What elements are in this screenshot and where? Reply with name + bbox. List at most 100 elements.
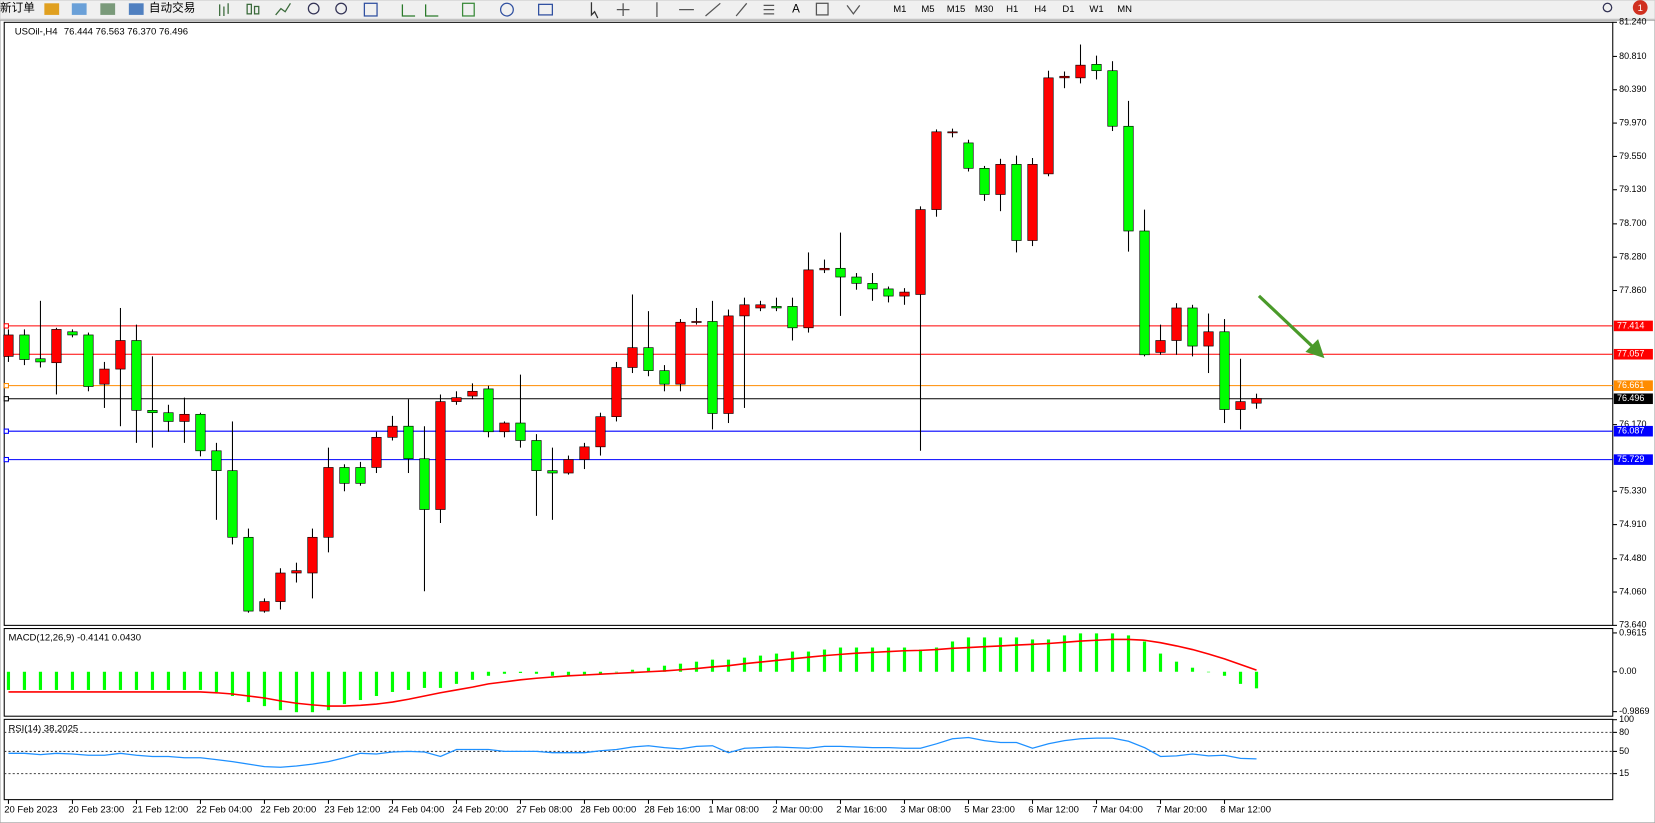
- candle-body: [675, 321, 686, 385]
- x-tick-label: 3 Mar 08:00: [900, 805, 951, 816]
- y-tick-label: 74.480: [1619, 553, 1646, 563]
- level-handle: [3, 456, 9, 463]
- candle-icon[interactable]: [253, 5, 260, 15]
- indicators-icon[interactable]: [461, 2, 475, 17]
- notification-badge[interactable]: [1632, 0, 1648, 15]
- candle-body: [435, 401, 446, 510]
- candle-body: [1235, 401, 1246, 410]
- auto-trade-icon[interactable]: [128, 3, 144, 15]
- level-label-box: [1613, 320, 1653, 332]
- y-tick-label: 74.910: [1619, 519, 1646, 529]
- macd-bar: [182, 671, 187, 690]
- macd-bar: [838, 647, 843, 672]
- new-order-button[interactable]: 新订单: [0, 1, 35, 15]
- cursor-icon[interactable]: [590, 2, 599, 19]
- text-tool[interactable]: A: [792, 3, 800, 16]
- macd-bar: [342, 671, 347, 705]
- macd-bar: [486, 671, 491, 676]
- x-tick-label: 24 Feb 20:00: [452, 805, 508, 816]
- line-chart-icon[interactable]: [275, 2, 291, 16]
- macd-bar: [822, 649, 827, 672]
- timeframe-button[interactable]: M15: [947, 4, 965, 15]
- candle-body: [691, 321, 702, 323]
- candle-body: [739, 304, 750, 317]
- arrow-tool[interactable]: [846, 5, 861, 15]
- toolbar-icon[interactable]: [71, 3, 87, 15]
- annotation-arrow: [1257, 294, 1320, 353]
- level-label: 76.661: [1617, 380, 1644, 390]
- candle-body: [307, 536, 318, 574]
- toolbar-icon[interactable]: [44, 3, 60, 15]
- candle-body: [1091, 64, 1102, 72]
- candle-body: [195, 413, 206, 452]
- x-tick-label: 6 Mar 12:00: [1028, 805, 1079, 816]
- macd-bar: [950, 641, 955, 672]
- candle-body: [771, 306, 782, 309]
- timeframe-button[interactable]: M5: [921, 4, 934, 15]
- scroll-icon[interactable]: [401, 4, 439, 17]
- candle-body: [723, 315, 734, 414]
- candle-body: [931, 131, 942, 210]
- toolbar-icon[interactable]: [100, 3, 116, 15]
- level-handle: [3, 323, 9, 329]
- macd-bar: [310, 671, 315, 713]
- x-tick-label: 20 Feb 2023: [4, 805, 57, 816]
- macd-bar: [214, 671, 219, 692]
- candle-body: [995, 164, 1006, 195]
- candle-body: [1043, 77, 1054, 175]
- tile-icon[interactable]: [363, 2, 378, 17]
- macd-bar: [1158, 653, 1163, 672]
- candle-body: [659, 370, 670, 385]
- auto-trade-button[interactable]: 自动交易: [149, 1, 195, 15]
- candle-body: [787, 306, 798, 329]
- candle-body: [963, 142, 974, 169]
- candle-body: [947, 131, 958, 134]
- timeframe-button[interactable]: M30: [975, 4, 993, 15]
- y-tick-label: 15: [1619, 768, 1629, 778]
- timeframe-button[interactable]: MN: [1117, 4, 1132, 15]
- drawing-tools[interactable]: [616, 2, 775, 18]
- candle-body: [323, 467, 334, 538]
- candle-body: [371, 436, 382, 468]
- label-tool[interactable]: [815, 2, 829, 16]
- timeframe-button[interactable]: H4: [1034, 4, 1046, 15]
- x-tick-label: 24 Feb 04:00: [388, 805, 444, 816]
- candle-icon[interactable]: [246, 3, 252, 15]
- timeframe-button[interactable]: H1: [1006, 4, 1018, 15]
- timeframe-button[interactable]: W1: [1089, 4, 1103, 15]
- y-tick-label: 76.170: [1619, 419, 1646, 429]
- candle-body: [579, 446, 590, 460]
- macd-bar: [198, 671, 203, 690]
- search-icon[interactable]: [1602, 2, 1613, 13]
- level-label-box: [1613, 348, 1653, 360]
- macd-bar: [278, 671, 283, 711]
- level-label: 77.414: [1617, 320, 1644, 330]
- candle-body: [99, 368, 110, 385]
- candle-body: [851, 276, 862, 284]
- macd-bar: [1062, 635, 1067, 672]
- x-tick-label: 28 Feb 00:00: [580, 805, 636, 816]
- periods-icon[interactable]: [499, 2, 514, 17]
- candle-body: [595, 416, 606, 448]
- candle-body: [1219, 331, 1230, 410]
- bar-chart-icon[interactable]: [219, 3, 229, 16]
- macd-bar: [614, 671, 619, 673]
- candle-body: [643, 347, 654, 371]
- zoom-in-icon[interactable]: [307, 2, 320, 15]
- macd-bar: [1046, 639, 1051, 672]
- timeframe-button[interactable]: M1: [893, 4, 906, 15]
- candle-body: [1203, 331, 1214, 347]
- level-label-box: [1613, 393, 1653, 405]
- x-tick-label: 8 Mar 12:00: [1220, 805, 1271, 816]
- macd-bar: [406, 671, 411, 690]
- template-icon[interactable]: [538, 3, 554, 16]
- annotation-arrowhead: [1305, 339, 1325, 359]
- level-label: 76.087: [1617, 426, 1644, 436]
- macd-bar: [790, 651, 795, 672]
- timeframe-button[interactable]: D1: [1062, 4, 1074, 15]
- zoom-out-icon[interactable]: [335, 2, 348, 15]
- macd-bar: [982, 637, 987, 672]
- macd-bar: [150, 671, 155, 690]
- y-tick-label: 79.550: [1619, 151, 1646, 161]
